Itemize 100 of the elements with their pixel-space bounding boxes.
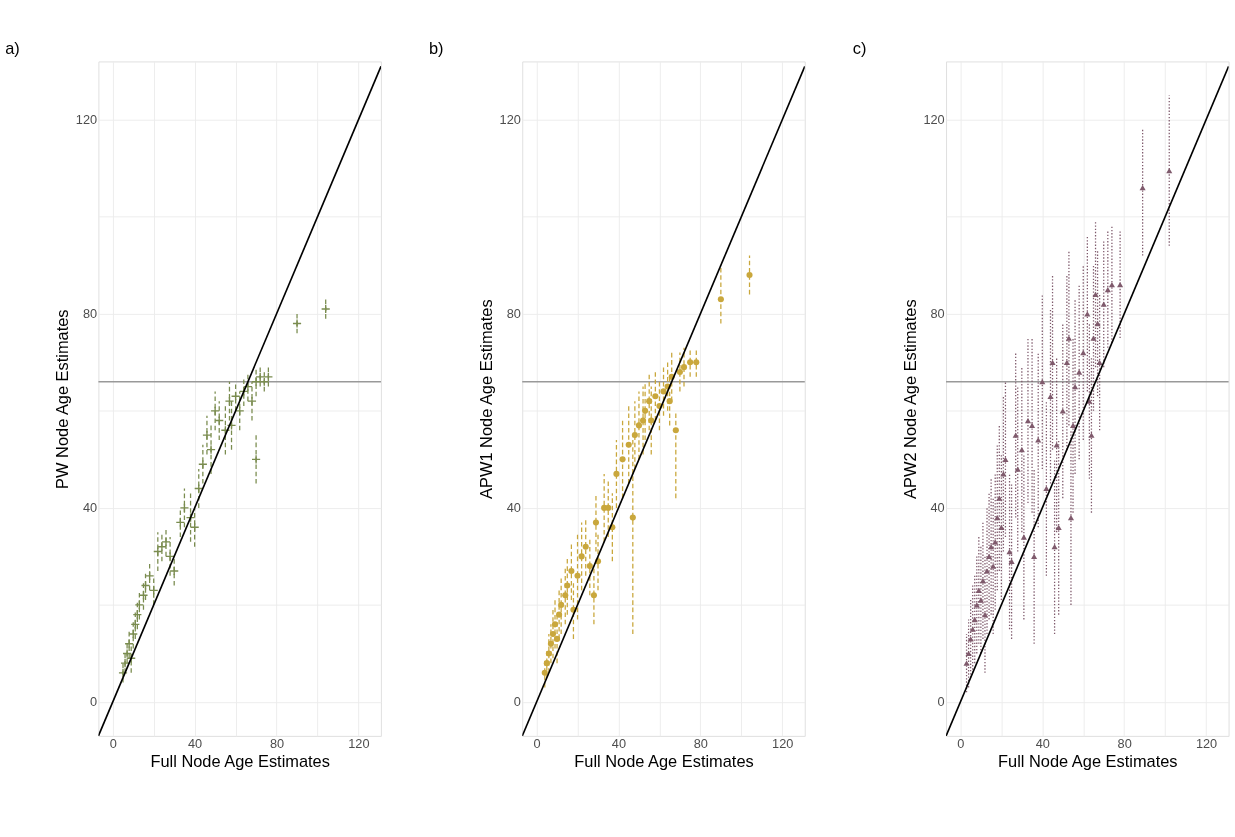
y-tick-label: 80 — [82, 305, 98, 321]
point — [547, 640, 554, 647]
point — [1000, 471, 1007, 477]
x-tick-label: 120 — [772, 736, 794, 752]
point — [986, 553, 993, 560]
point — [551, 621, 559, 628]
chart-title: b) — [428, 39, 444, 58]
point — [979, 578, 986, 584]
point — [1014, 466, 1021, 472]
y-tick-label: 80 — [930, 305, 945, 321]
point — [635, 422, 643, 429]
point — [161, 537, 171, 547]
point — [179, 503, 190, 513]
point — [1090, 335, 1097, 341]
point — [1043, 485, 1050, 492]
y-tick-label: 40 — [506, 499, 521, 515]
point — [746, 271, 753, 279]
point — [1020, 534, 1027, 540]
point — [554, 635, 561, 642]
point — [1067, 514, 1075, 521]
x-tick-label: 0 — [109, 736, 117, 752]
point — [998, 524, 1005, 530]
point — [590, 592, 597, 599]
point — [1029, 422, 1036, 429]
point — [558, 601, 565, 608]
point — [1100, 301, 1107, 307]
x-tick-label: 120 — [1195, 736, 1218, 752]
point — [169, 566, 179, 576]
point — [631, 432, 638, 439]
point — [1055, 524, 1062, 530]
point — [619, 456, 626, 463]
y-tick-label: 0 — [513, 694, 521, 710]
y-axis-title: APW1 Node Age Estimates — [477, 299, 496, 499]
x-tick-label: 40 — [188, 736, 203, 752]
x-tick-label: 0 — [957, 736, 965, 752]
point — [1008, 558, 1015, 564]
point — [642, 407, 649, 414]
point — [981, 611, 989, 618]
point — [1092, 291, 1099, 298]
point — [652, 393, 659, 400]
point — [556, 611, 563, 618]
x-axis-title: Full Node Age Estimates — [150, 752, 330, 771]
point — [613, 470, 620, 477]
point — [680, 364, 688, 371]
point — [1012, 432, 1019, 438]
point — [693, 359, 700, 366]
point — [996, 495, 1003, 501]
point — [128, 629, 139, 639]
y-tick-label: 120 — [75, 111, 98, 127]
point — [983, 568, 991, 574]
point — [1031, 553, 1038, 560]
point — [562, 592, 569, 599]
point — [578, 553, 585, 560]
y-tick-label: 80 — [506, 305, 521, 321]
point — [263, 372, 274, 382]
x-axis-title: Full Node Age Estimates — [998, 752, 1178, 771]
point — [969, 626, 976, 632]
chart-title: a) — [5, 39, 20, 58]
point — [592, 519, 600, 526]
point — [1024, 417, 1032, 424]
point — [1063, 359, 1070, 365]
point — [206, 444, 216, 455]
point — [543, 660, 550, 667]
point — [1088, 432, 1095, 438]
point — [574, 572, 581, 579]
point — [1006, 548, 1013, 555]
point — [990, 563, 997, 569]
point — [971, 616, 978, 623]
point — [545, 650, 552, 657]
point — [660, 388, 667, 395]
point — [120, 658, 130, 668]
point — [564, 582, 571, 589]
point — [118, 668, 128, 678]
y-tick-label: 40 — [82, 499, 98, 515]
point — [1035, 437, 1042, 443]
point — [224, 396, 235, 406]
point — [292, 318, 302, 329]
point — [210, 406, 220, 416]
point — [975, 587, 982, 594]
x-tick-label: 80 — [269, 736, 285, 752]
point — [1047, 393, 1054, 399]
point — [1096, 359, 1103, 365]
point — [1039, 379, 1046, 385]
point — [1104, 286, 1111, 293]
point — [973, 602, 980, 608]
point — [251, 454, 261, 465]
point — [605, 504, 612, 511]
point — [1049, 359, 1056, 365]
x-tick-label: 40 — [611, 736, 627, 752]
point — [687, 359, 694, 366]
x-tick-label: 0 — [533, 736, 541, 752]
point — [165, 551, 175, 562]
point — [320, 304, 331, 314]
y-tick-label: 0 — [89, 694, 98, 710]
point — [1065, 335, 1072, 341]
point — [648, 417, 655, 424]
point — [202, 430, 212, 440]
x-axis-title: Full Node Age Estimates — [574, 752, 754, 771]
point — [1080, 349, 1087, 356]
point — [994, 514, 1001, 521]
